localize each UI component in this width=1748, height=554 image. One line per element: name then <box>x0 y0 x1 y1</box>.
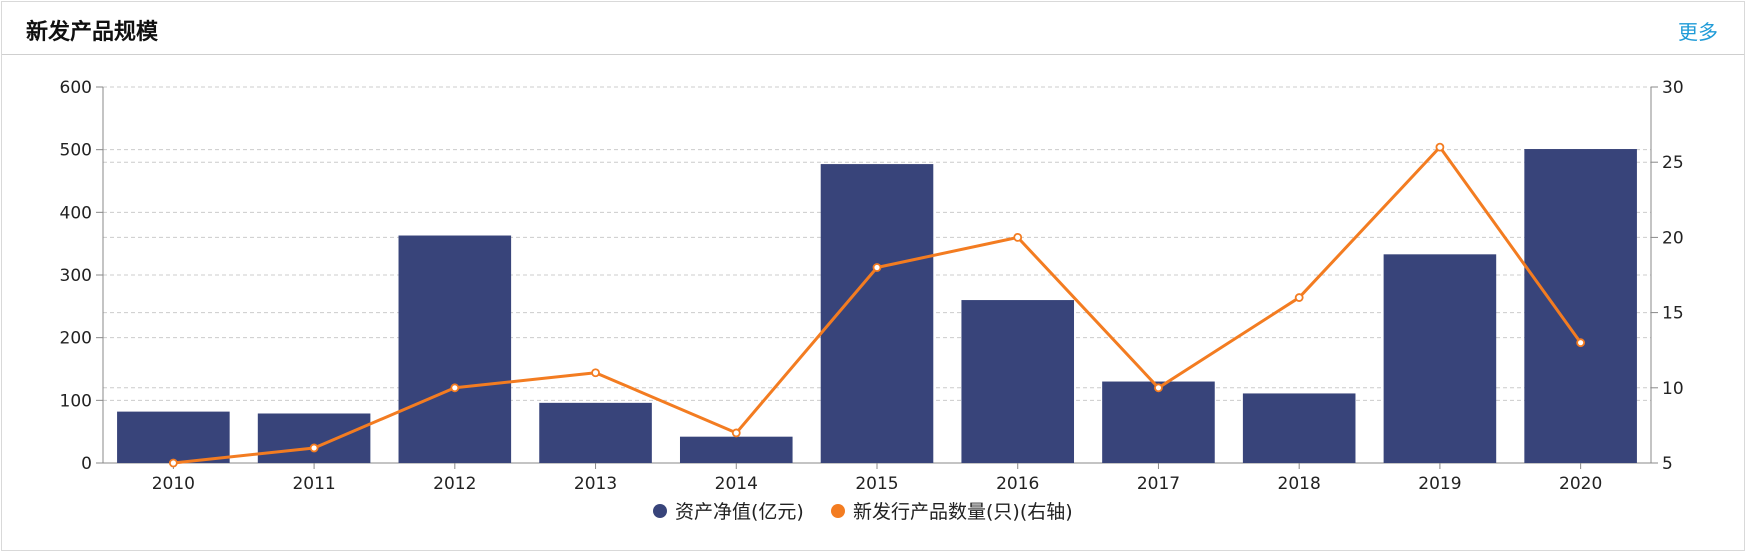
y-tick-label-right: 15 <box>1662 304 1684 324</box>
x-tick-label: 2015 <box>855 474 898 494</box>
y-tick-label-right: 30 <box>1662 78 1684 98</box>
y-tick-label-right: 25 <box>1662 153 1684 173</box>
y-tick-label-left: 400 <box>60 203 92 223</box>
line-point <box>1435 142 1445 152</box>
y-tick-label-left: 100 <box>60 391 92 411</box>
line-point <box>309 443 319 453</box>
y-tick-label-left: 600 <box>60 78 92 98</box>
bar <box>117 411 230 463</box>
line-point <box>168 458 178 468</box>
bar <box>257 413 371 463</box>
line-point <box>1294 293 1304 302</box>
x-tick-label: 2020 <box>1559 474 1602 494</box>
legend-marker-bar <box>653 504 667 518</box>
line-point <box>450 383 460 393</box>
bar <box>1242 393 1356 463</box>
y-tick-label-right: 10 <box>1662 379 1684 399</box>
line-point <box>1013 232 1023 242</box>
more-link[interactable]: 更多 <box>1678 20 1718 44</box>
y-tick-label-left: 300 <box>60 266 92 286</box>
bar <box>1102 381 1215 463</box>
line-point <box>1576 338 1586 348</box>
y-tick-label-left: 0 <box>81 454 92 474</box>
line-point <box>591 368 600 378</box>
bar <box>398 235 512 463</box>
bar <box>1383 254 1497 463</box>
bar <box>961 300 1075 463</box>
x-tick-label: 2019 <box>1418 474 1461 494</box>
x-tick-label: 2012 <box>433 474 476 494</box>
x-tick-label: 2011 <box>292 474 335 494</box>
line-point <box>731 428 741 438</box>
line-point <box>1154 383 1163 393</box>
x-tick-label: 2013 <box>574 474 617 494</box>
legend-marker-line <box>831 504 845 518</box>
y-tick-label-right: 20 <box>1662 228 1684 248</box>
bar <box>539 402 652 463</box>
y-tick-label-left: 500 <box>60 141 92 161</box>
x-tick-label: 2014 <box>715 474 758 494</box>
line-point <box>872 263 882 272</box>
panel-header: 新发产品规模 更多 <box>2 2 1744 55</box>
x-tick-label: 2017 <box>1137 474 1180 494</box>
legend-label-bar: 资产净值(亿元) <box>675 501 804 523</box>
panel-title: 新发产品规模 <box>26 20 159 45</box>
x-tick-label: 2018 <box>1278 474 1321 494</box>
y-tick-label-right: 5 <box>1662 454 1673 474</box>
y-tick-label-left: 200 <box>60 329 92 349</box>
bar <box>1524 149 1637 464</box>
bar <box>679 436 793 463</box>
x-tick-label: 2016 <box>996 474 1039 494</box>
x-tick-label: 2010 <box>152 474 195 494</box>
legend-label-line: 新发行产品数量(只)(右轴) <box>853 501 1073 523</box>
